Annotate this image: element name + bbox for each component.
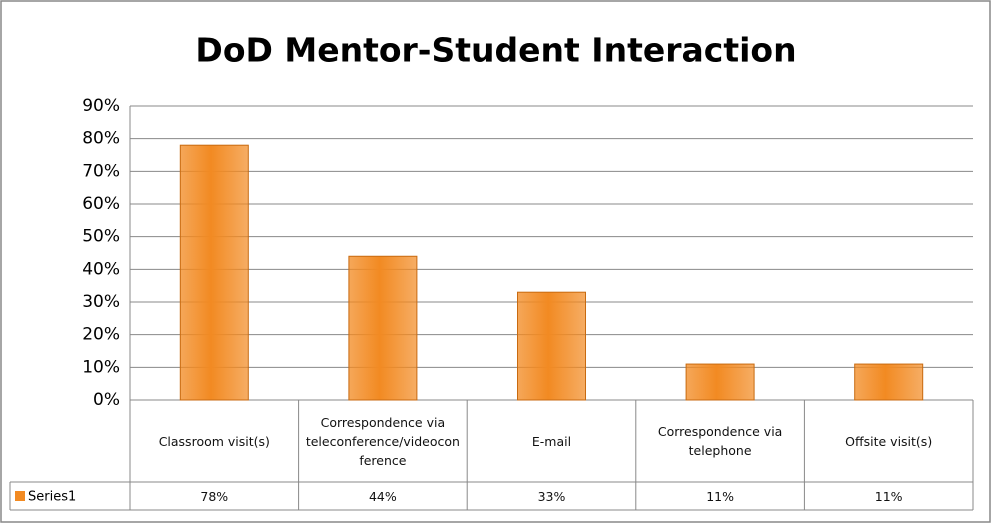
bar	[348, 255, 418, 401]
bar	[685, 363, 755, 401]
bar	[517, 291, 586, 401]
bar	[854, 363, 924, 401]
x-tick-label: E-mail	[531, 433, 572, 449]
y-tick-label: 50%	[82, 227, 120, 247]
x-tick-label: Classroom visit(s)	[158, 433, 270, 449]
value-label: 11%	[706, 488, 734, 504]
y-tick-label: 0%	[93, 390, 120, 410]
value-label: 11%	[874, 488, 903, 504]
y-tick-label: 30%	[82, 292, 120, 312]
x-tick-label: Offsite visit(s)	[845, 433, 933, 449]
chart-title: DoD Mentor-Student Interaction	[195, 31, 796, 70]
y-tick-label: 40%	[82, 259, 120, 279]
bar	[179, 144, 249, 401]
y-tick-label: 80%	[82, 129, 120, 149]
legend-swatch	[15, 491, 25, 501]
y-tick-label: 20%	[82, 325, 120, 345]
x-tick-label: Correspondence via teleconference/videoc…	[305, 414, 460, 468]
value-label: 44%	[368, 488, 397, 504]
value-label: 78%	[200, 488, 229, 504]
y-tick-label: 70%	[82, 161, 120, 181]
value-label: 33%	[537, 488, 566, 504]
y-tick-label: 10%	[82, 357, 120, 377]
legend-label: Series1	[28, 490, 76, 505]
y-tick-label: 90%	[82, 96, 120, 116]
y-tick-label: 60%	[82, 194, 120, 214]
x-tick-label: Correspondence via telephone	[657, 424, 783, 458]
